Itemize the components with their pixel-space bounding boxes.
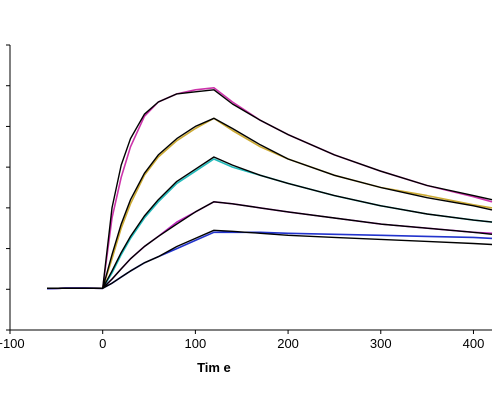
x-tick-label: 100 — [185, 336, 207, 351]
fit-line-1 — [47, 89, 493, 289]
x-tick-label: 200 — [277, 336, 299, 351]
fit-line-2 — [47, 117, 493, 289]
fit-line-5 — [47, 229, 493, 289]
series-line-1 — [47, 87, 493, 290]
chart-series — [47, 87, 493, 290]
x-axis-label: Tim e — [197, 360, 231, 375]
series-line-2 — [47, 117, 493, 290]
x-tick-label: 400 — [463, 336, 485, 351]
chart-ticks: −100 0 100 200 300 400 — [0, 44, 485, 351]
x-tick-label: 0 — [99, 336, 106, 351]
chart-axes — [9, 45, 492, 331]
x-tick-label: −100 — [0, 336, 25, 351]
x-tick-label: 300 — [370, 336, 392, 351]
fit-line-4 — [47, 201, 493, 289]
fit-line-3 — [47, 156, 493, 289]
series-line-4 — [47, 201, 493, 290]
